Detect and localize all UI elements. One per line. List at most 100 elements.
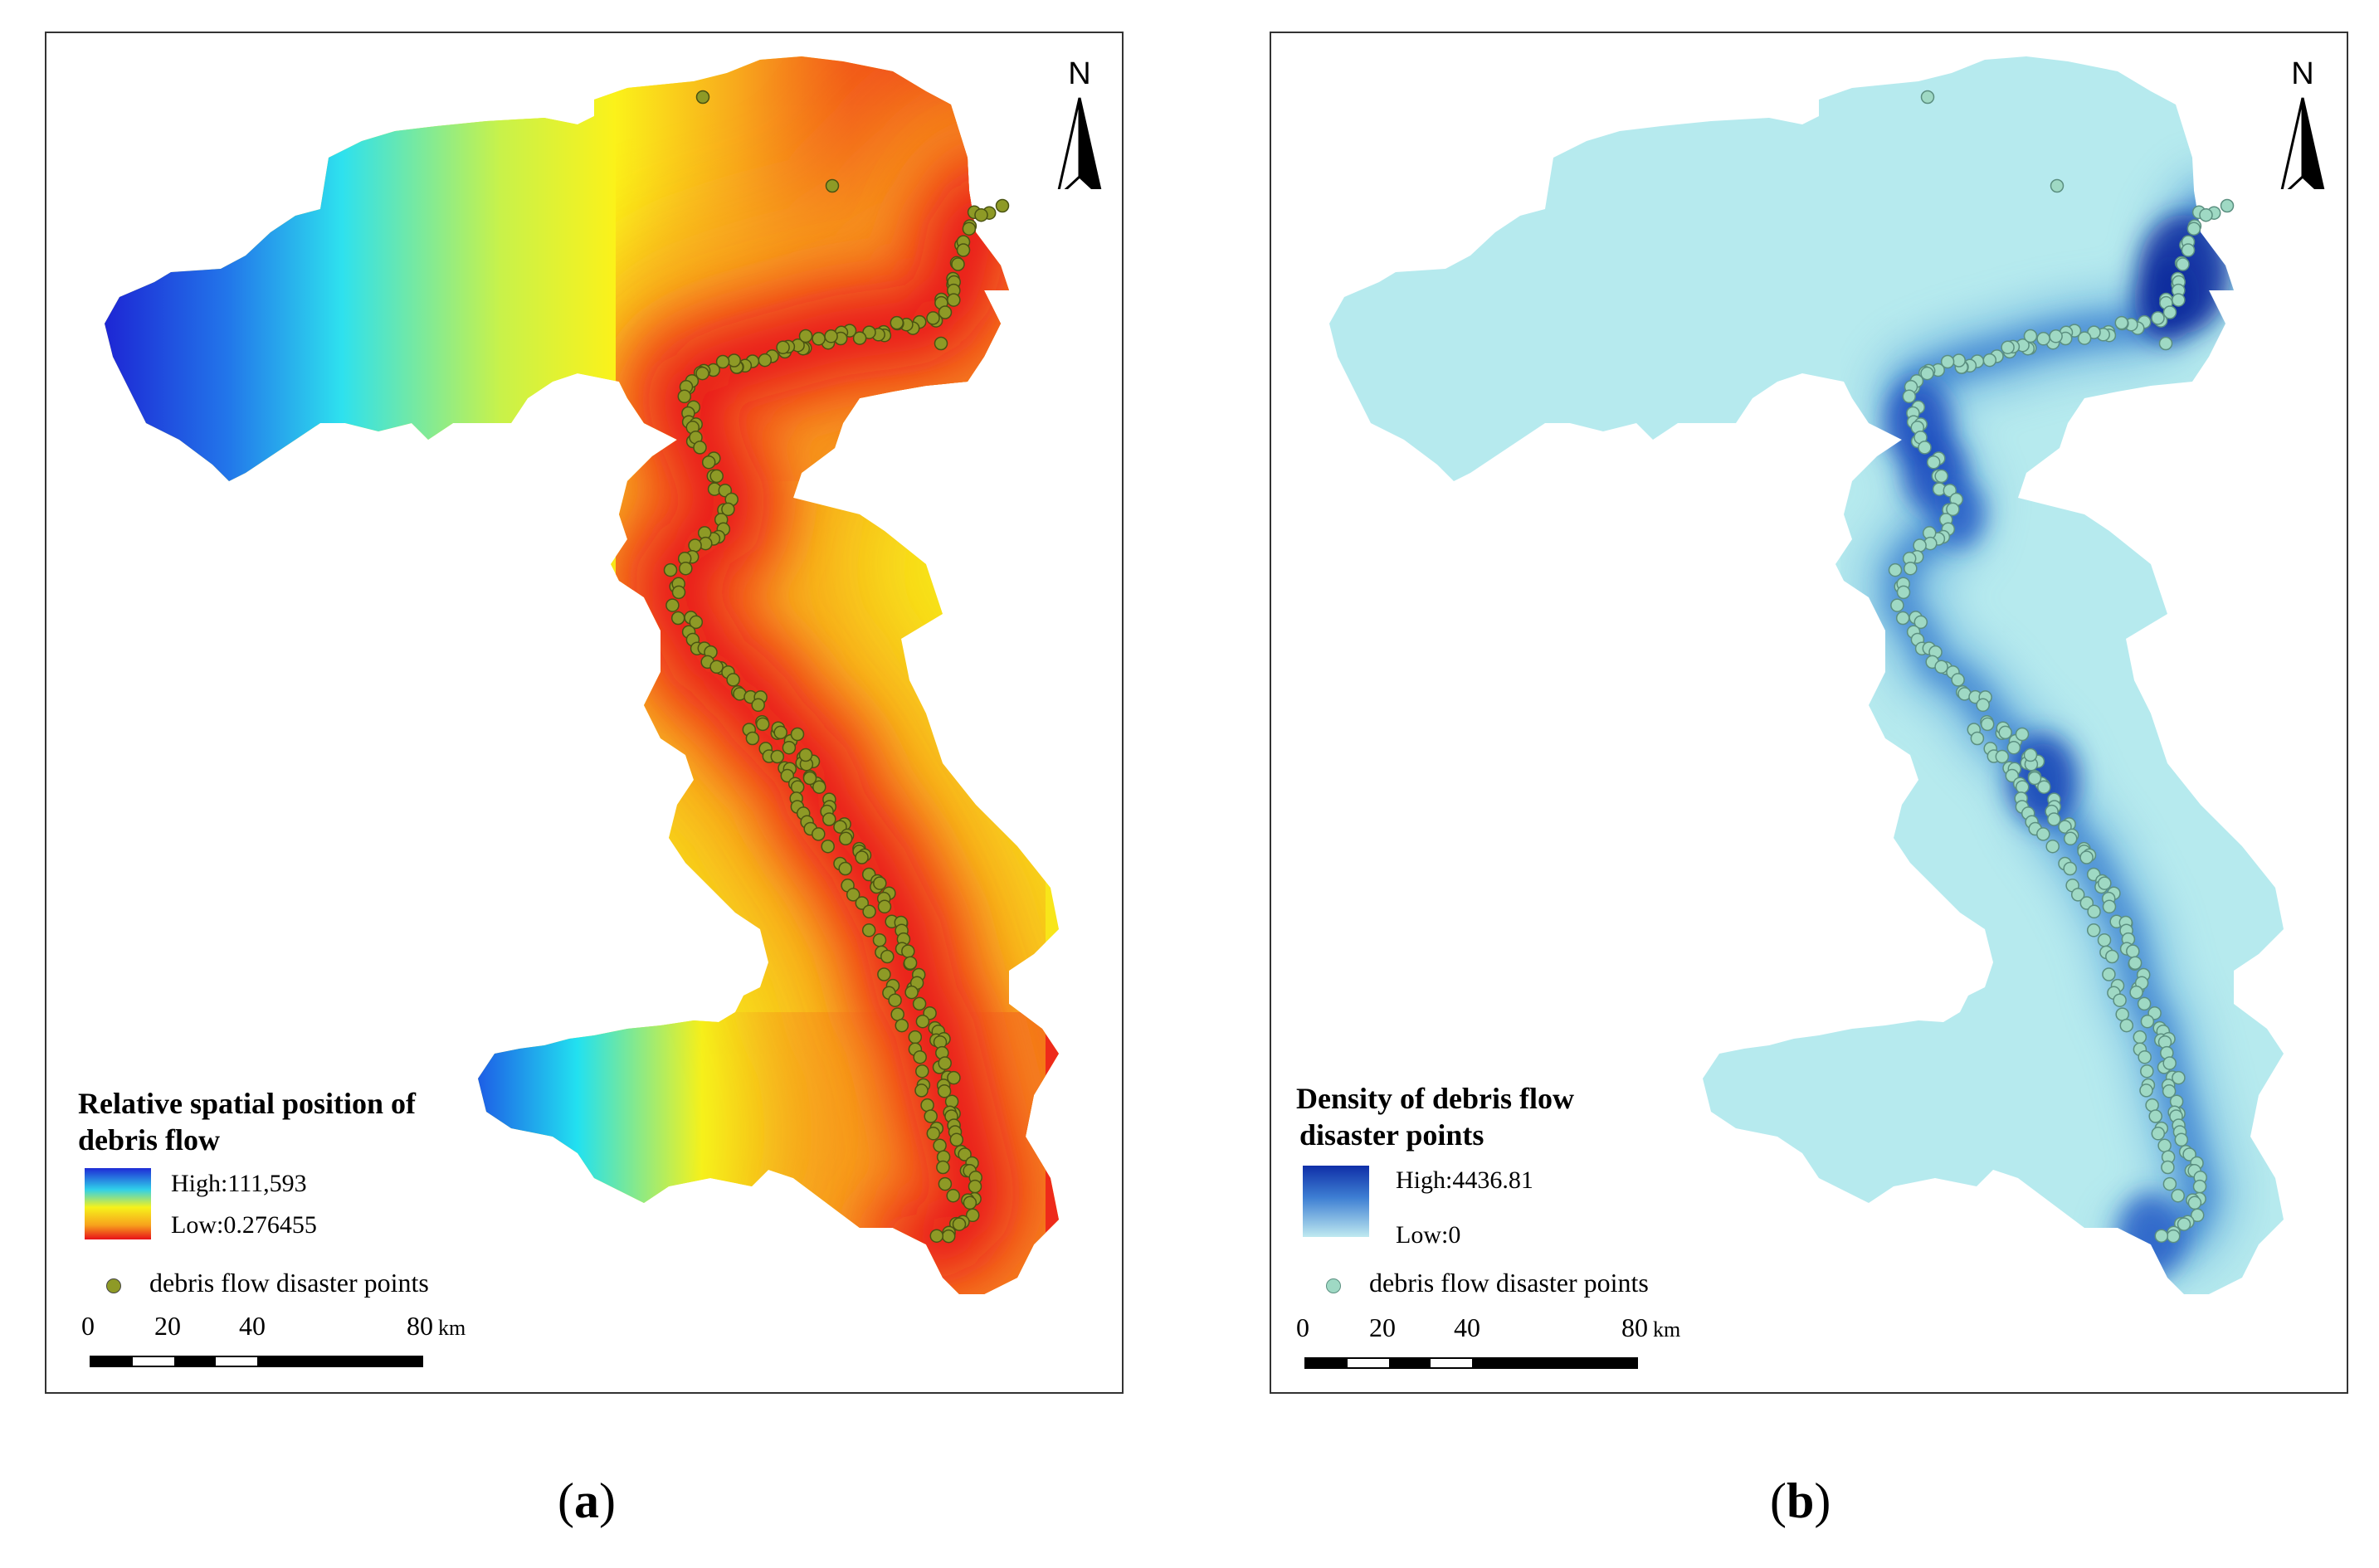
disaster-point <box>861 923 876 937</box>
disaster-point <box>671 585 686 600</box>
disaster-point <box>670 611 685 626</box>
disaster-point <box>2045 839 2060 854</box>
legend-title-line-1: Density of debris flow <box>1296 1082 1574 1115</box>
disaster-point <box>1995 749 2010 764</box>
disaster-point <box>2087 904 2101 919</box>
legend-color-ramp <box>85 1168 151 1239</box>
legend-title-line-1: Relative spatial position of <box>78 1087 417 1120</box>
disaster-point <box>2049 329 2063 343</box>
disaster-point <box>936 1160 950 1175</box>
disaster-point <box>677 389 692 404</box>
disaster-point <box>952 1217 967 1231</box>
disaster-point <box>938 1056 952 1070</box>
legend-title: Relative spatial position of debris flow <box>78 1085 416 1158</box>
disaster-point <box>1976 698 1990 713</box>
disaster-point <box>2128 956 2143 970</box>
disaster-point <box>755 717 770 732</box>
disaster-point <box>1896 585 1911 600</box>
disaster-point <box>1913 538 1927 553</box>
disaster-point <box>824 329 838 343</box>
legend-points-row: debris flow disaster points <box>106 1268 429 1298</box>
disaster-point <box>2098 876 2112 890</box>
disaster-point <box>965 1208 980 1223</box>
disaster-point <box>963 1195 977 1210</box>
north-arrow-icon <box>1055 97 1104 202</box>
disaster-point <box>663 562 678 577</box>
disaster-point <box>2220 198 2235 213</box>
disaster-point <box>2151 311 2165 325</box>
disaster-point <box>1913 615 1928 630</box>
disaster-point <box>688 538 702 553</box>
disaster-point <box>2126 944 2140 958</box>
disaster-point <box>933 1138 947 1153</box>
disaster-point <box>727 353 741 368</box>
disaster-point <box>2182 1147 2196 1161</box>
disaster-point <box>1934 660 1948 674</box>
density-map <box>1329 56 2284 1294</box>
disaster-point <box>2139 1083 2153 1098</box>
disaster-point <box>2001 340 2015 354</box>
disaster-point <box>758 353 773 368</box>
disaster-point <box>2137 996 2152 1011</box>
disaster-point <box>912 996 927 1011</box>
disaster-point <box>790 727 805 742</box>
legend-color-ramp <box>1303 1166 1369 1237</box>
disaster-point <box>2129 985 2143 1000</box>
disaster-point <box>937 1084 952 1098</box>
disaster-point <box>1934 469 1948 484</box>
disaster-point <box>2115 1007 2129 1021</box>
scale-tick-20: 20 <box>154 1311 181 1341</box>
disaster-point <box>901 944 915 958</box>
disaster-point <box>2006 740 2021 755</box>
disaster-point <box>2157 1138 2172 1153</box>
disaster-point <box>2140 1064 2154 1079</box>
disaster-point <box>821 839 835 854</box>
disaster-point <box>2148 1109 2162 1123</box>
disaster-point <box>904 985 919 1000</box>
disaster-point <box>2077 331 2092 345</box>
disaster-point <box>825 178 840 193</box>
disaster-point <box>846 888 860 902</box>
disaster-point <box>2015 780 2030 794</box>
disaster-point <box>855 896 870 910</box>
legend-points-label: debris flow disaster points <box>149 1268 429 1298</box>
disaster-point <box>1920 366 1934 381</box>
disaster-point <box>968 1179 982 1194</box>
disaster-point <box>2027 771 2042 786</box>
disaster-point <box>2158 336 2173 351</box>
disaster-point <box>2119 1018 2134 1033</box>
legend-title-line-2: debris flow <box>78 1123 220 1157</box>
disaster-point <box>1920 90 1935 105</box>
disaster-point <box>2105 949 2119 964</box>
disaster-point <box>1895 611 1910 626</box>
disaster-point <box>895 1018 909 1033</box>
disaster-point <box>929 1229 944 1243</box>
disaster-point <box>852 331 867 345</box>
disaster-point <box>2190 1208 2205 1223</box>
disaster-point <box>2036 332 2050 346</box>
disaster-point <box>924 1109 938 1123</box>
disaster-point <box>890 315 904 330</box>
scale-tick-40: 40 <box>1454 1312 1480 1342</box>
disaster-point <box>773 725 787 740</box>
disaster-point <box>2114 315 2129 330</box>
legend-title-line-2: disaster points <box>1299 1118 1484 1152</box>
disaster-point <box>888 993 902 1007</box>
disaster-points-layer <box>663 90 1010 1244</box>
disaster-point <box>701 455 716 470</box>
disaster-point-symbol-icon <box>1326 1278 1341 1293</box>
disaster-point <box>1980 717 1995 732</box>
disaster-point <box>2063 831 2078 846</box>
legend-points-row: debris flow disaster points <box>1326 1268 1649 1298</box>
disaster-point <box>2174 1132 2189 1147</box>
disaster-point <box>855 850 869 864</box>
disaster-point <box>2172 1070 2186 1085</box>
disaster-point <box>958 1147 972 1161</box>
disaster-point <box>721 502 735 517</box>
disaster-point <box>770 749 785 764</box>
disaster-point <box>745 731 760 746</box>
disaster-point <box>1940 354 1955 369</box>
disaster-point <box>1952 353 1966 368</box>
disaster-point <box>908 1030 923 1045</box>
disaster-point <box>709 469 724 484</box>
